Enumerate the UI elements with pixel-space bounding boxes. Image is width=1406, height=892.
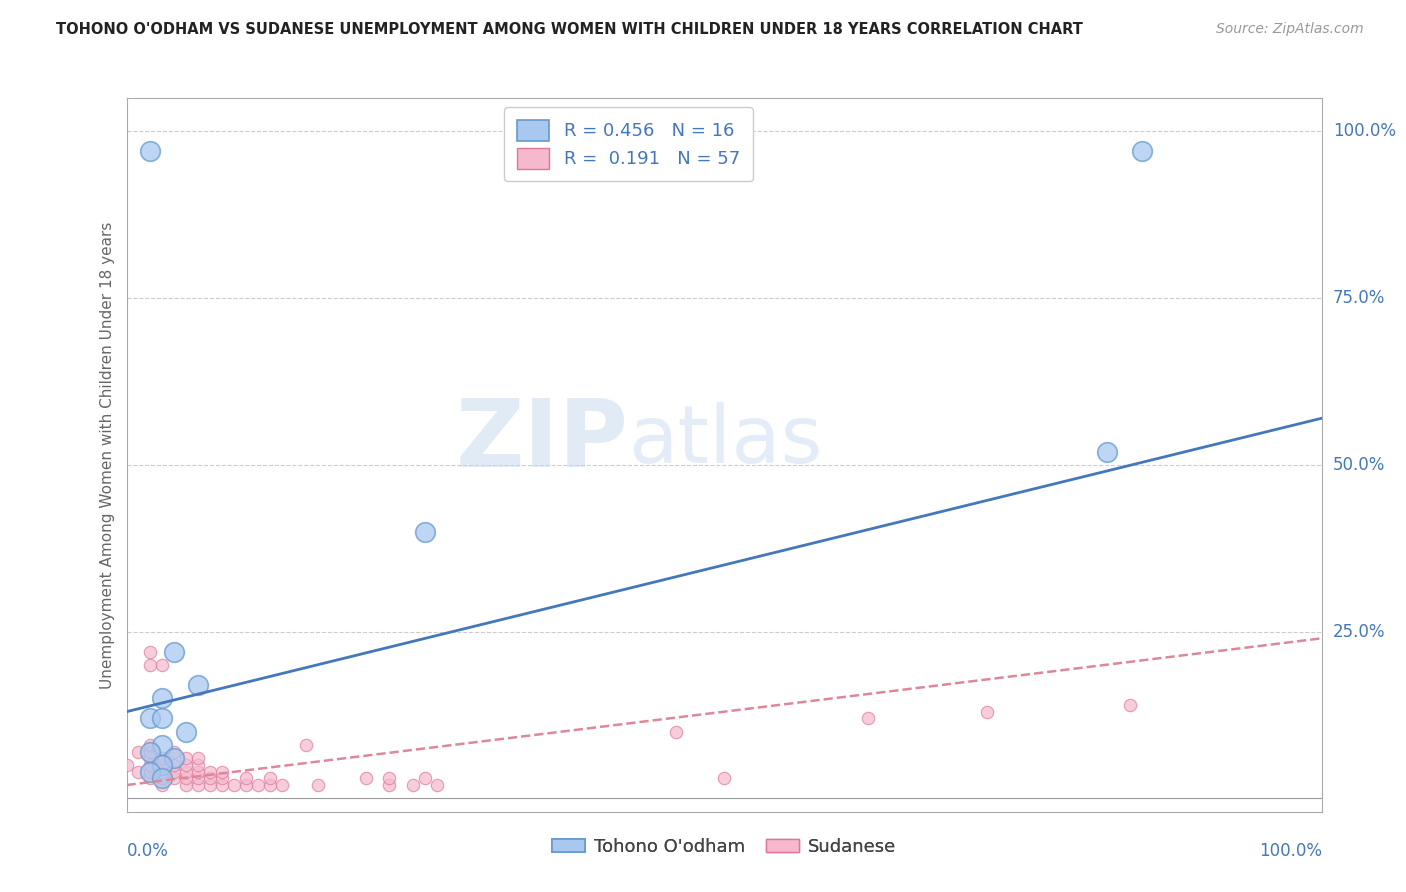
Point [150, 751, 174, 765]
Point [402, 778, 425, 792]
Point [150, 711, 174, 725]
Point [235, 772, 257, 786]
Point [259, 778, 281, 792]
Point [174, 764, 197, 779]
Point [307, 778, 329, 792]
Point [174, 772, 197, 786]
Point [139, 764, 162, 779]
Point [187, 758, 209, 772]
Point [115, 758, 138, 772]
Point [163, 645, 186, 659]
Point [139, 711, 162, 725]
Point [163, 764, 186, 779]
Point [247, 778, 270, 792]
Point [150, 758, 174, 772]
Point [976, 705, 998, 719]
Point [211, 778, 233, 792]
Text: TOHONO O'ODHAM VS SUDANESE UNEMPLOYMENT AMONG WOMEN WITH CHILDREN UNDER 18 YEARS: TOHONO O'ODHAM VS SUDANESE UNEMPLOYMENT … [56, 22, 1083, 37]
Point [378, 778, 401, 792]
Point [200, 772, 222, 786]
Point [235, 778, 257, 792]
Point [200, 778, 222, 792]
Point [354, 772, 377, 786]
Y-axis label: Unemployment Among Women with Children Under 18 years: Unemployment Among Women with Children U… [100, 221, 115, 689]
Point [856, 711, 879, 725]
Point [378, 772, 401, 786]
Point [413, 772, 436, 786]
Point [127, 745, 149, 759]
Point [426, 778, 449, 792]
Point [139, 745, 162, 759]
Point [150, 758, 174, 772]
Point [139, 145, 162, 159]
Point [139, 764, 162, 779]
Point [270, 778, 294, 792]
Legend: Tohono O'odham, Sudanese: Tohono O'odham, Sudanese [544, 831, 904, 863]
Point [174, 724, 197, 739]
Point [187, 678, 209, 692]
Point [174, 758, 197, 772]
Point [150, 738, 174, 752]
Point [139, 658, 162, 673]
Point [187, 778, 209, 792]
Point [665, 724, 688, 739]
Point [1130, 145, 1153, 159]
Point [713, 772, 735, 786]
Point [139, 758, 162, 772]
Point [163, 758, 186, 772]
Point [174, 751, 197, 765]
Point [200, 764, 222, 779]
Point [139, 751, 162, 765]
Text: 75.0%: 75.0% [1333, 289, 1385, 307]
Text: ZIP: ZIP [456, 394, 628, 487]
Point [150, 658, 174, 673]
Point [150, 772, 174, 786]
Point [127, 764, 149, 779]
Point [187, 751, 209, 765]
Point [139, 645, 162, 659]
Point [150, 778, 174, 792]
Text: 50.0%: 50.0% [1333, 456, 1385, 474]
Point [163, 745, 186, 759]
Point [187, 764, 209, 779]
Text: 25.0%: 25.0% [1333, 623, 1385, 640]
Text: 100.0%: 100.0% [1258, 842, 1322, 860]
Point [163, 751, 186, 765]
Point [211, 764, 233, 779]
Text: 0.0%: 0.0% [127, 842, 169, 860]
Point [187, 772, 209, 786]
Point [259, 772, 281, 786]
Point [1095, 444, 1118, 458]
Point [211, 772, 233, 786]
Point [294, 738, 316, 752]
Text: atlas: atlas [628, 401, 823, 480]
Point [222, 778, 246, 792]
Point [139, 745, 162, 759]
Point [1119, 698, 1142, 712]
Point [139, 772, 162, 786]
Point [413, 524, 436, 539]
Point [150, 764, 174, 779]
Text: 100.0%: 100.0% [1333, 122, 1396, 140]
Point [174, 778, 197, 792]
Text: Source: ZipAtlas.com: Source: ZipAtlas.com [1216, 22, 1364, 37]
Point [139, 738, 162, 752]
Point [150, 691, 174, 706]
Point [150, 772, 174, 786]
Point [163, 772, 186, 786]
